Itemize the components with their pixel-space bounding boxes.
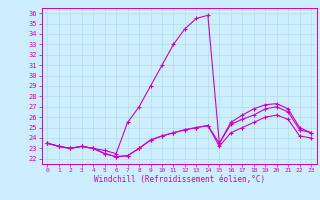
X-axis label: Windchill (Refroidissement éolien,°C): Windchill (Refroidissement éolien,°C) xyxy=(94,175,265,184)
